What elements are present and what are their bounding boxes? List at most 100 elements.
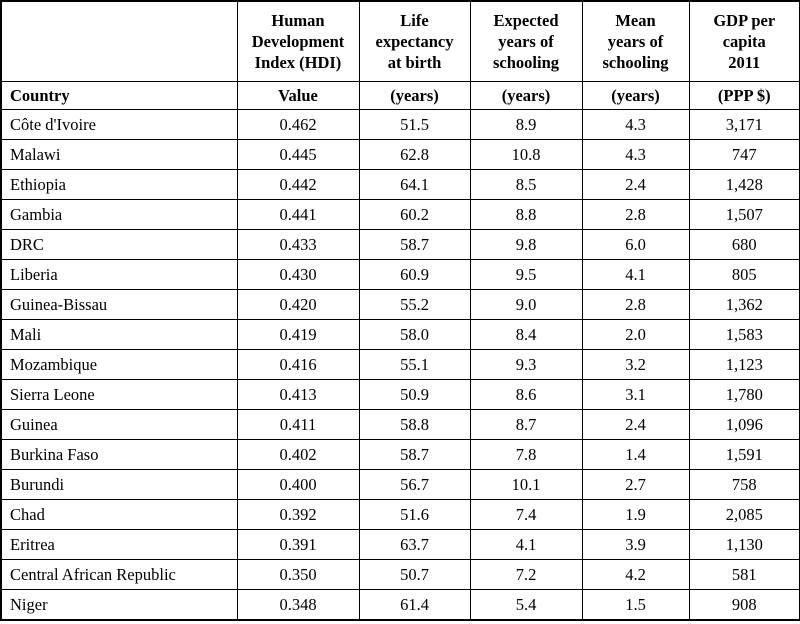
country-cell: Mozambique	[0, 349, 238, 380]
table-row: Sierra Leone 0.413 50.9 8.6 3.1 1,780	[0, 379, 800, 410]
mean-schooling-cell: 6.0	[581, 229, 690, 260]
gdp-cell: 908	[688, 589, 800, 621]
expected-schooling-cell: 8.8	[469, 199, 583, 230]
life-expectancy-cell: 56.7	[358, 469, 471, 500]
header-line: Index (HDI)	[254, 53, 342, 72]
life-expectancy-cell: 51.6	[358, 499, 471, 530]
expected-schooling-cell: 10.1	[469, 469, 583, 500]
ppp-unit: (PPP $)	[688, 81, 800, 110]
hdi-value-cell: 0.430	[236, 259, 360, 290]
mean-schooling-cell: 4.3	[581, 139, 690, 170]
life-expectancy-cell: 58.8	[358, 409, 471, 440]
table-row: Côte d'Ivoire 0.462 51.5 8.9 4.3 3,171	[0, 109, 800, 140]
life-expectancy-cell: 62.8	[358, 139, 471, 170]
country-cell: Burundi	[0, 469, 238, 500]
expected-schooling-cell: 8.4	[469, 319, 583, 350]
header-line: years of	[607, 32, 664, 51]
life-expectancy-cell: 64.1	[358, 169, 471, 200]
country-cell: Sierra Leone	[0, 379, 238, 410]
table-row: Guinea-Bissau 0.420 55.2 9.0 2.8 1,362	[0, 289, 800, 320]
table-header: Human Development Index (HDI) Life expectanc…	[0, 0, 800, 110]
mean-schooling-cell: 4.2	[581, 559, 690, 590]
gdp-cell: 1,583	[688, 319, 800, 350]
table-body: Côte d'Ivoire 0.462 51.5 8.9 4.3 3,171 Malawi 0…	[0, 109, 800, 621]
hdi-col-header: Human Development Index (HDI)	[236, 0, 360, 82]
life-expectancy-cell: 50.7	[358, 559, 471, 590]
hdi-value-cell: 0.445	[236, 139, 360, 170]
life-expectancy-cell: 51.5	[358, 109, 471, 140]
hdi-value-cell: 0.402	[236, 439, 360, 470]
life-expectancy-cell: 58.0	[358, 319, 471, 350]
expected-schooling-cell: 7.2	[469, 559, 583, 590]
table-row: Malawi 0.445 62.8 10.8 4.3 747	[0, 139, 800, 170]
hdi-value-cell: 0.416	[236, 349, 360, 380]
gdp-cell: 1,123	[688, 349, 800, 380]
country-cell: Gambia	[0, 199, 238, 230]
mean-schooling-cell: 1.5	[581, 589, 690, 621]
header-line: capita	[722, 32, 766, 51]
hdi-value-cell: 0.391	[236, 529, 360, 560]
gdp-cell: 1,130	[688, 529, 800, 560]
mean-schooling-cell: 3.9	[581, 529, 690, 560]
gdp-cell: 3,171	[688, 109, 800, 140]
mean-schooling-cell: 2.8	[581, 199, 690, 230]
country-cell: Chad	[0, 499, 238, 530]
header-line: Life	[400, 11, 429, 30]
gdp-cell: 1,780	[688, 379, 800, 410]
mean-schooling-col-header: Mean years of schooling	[581, 0, 690, 82]
mean-schooling-cell: 3.1	[581, 379, 690, 410]
expected-schooling-cell: 8.9	[469, 109, 583, 140]
country-cell: Côte d'Ivoire	[0, 109, 238, 140]
header-line: 2011	[728, 53, 761, 72]
header-row: Human Development Index (HDI) Life expectanc…	[0, 0, 800, 82]
gdp-cell: 805	[688, 259, 800, 290]
country-cell: Guinea	[0, 409, 238, 440]
header-line: Expected	[493, 11, 559, 30]
gdp-cell: 747	[688, 139, 800, 170]
hdi-value-cell: 0.441	[236, 199, 360, 230]
table-row: Mali 0.419 58.0 8.4 2.0 1,583	[0, 319, 800, 350]
value-unit: Value	[236, 81, 360, 110]
table-row: Liberia 0.430 60.9 9.5 4.1 805	[0, 259, 800, 290]
expected-schooling-cell: 4.1	[469, 529, 583, 560]
life-expectancy-cell: 50.9	[358, 379, 471, 410]
mean-schooling-cell: 3.2	[581, 349, 690, 380]
table-row: Burundi 0.400 56.7 10.1 2.7 758	[0, 469, 800, 500]
country-cell: Ethiopia	[0, 169, 238, 200]
mean-schooling-cell: 2.8	[581, 289, 690, 320]
life-expectancy-cell: 58.7	[358, 229, 471, 260]
table-row: Burkina Faso 0.402 58.7 7.8 1.4 1,591	[0, 439, 800, 470]
country-cell: Mali	[0, 319, 238, 350]
table-row: DRC 0.433 58.7 9.8 6.0 680	[0, 229, 800, 260]
hdi-value-cell: 0.348	[236, 589, 360, 621]
hdi-value-cell: 0.433	[236, 229, 360, 260]
header-line: schooling	[602, 53, 669, 72]
country-cell: Guinea-Bissau	[0, 289, 238, 320]
country-cell: Niger	[0, 589, 238, 621]
hdi-value-cell: 0.411	[236, 409, 360, 440]
table-row: Guinea 0.411 58.8 8.7 2.4 1,096	[0, 409, 800, 440]
years-unit: (years)	[581, 81, 690, 110]
hdi-value-cell: 0.392	[236, 499, 360, 530]
header-line: at birth	[387, 53, 442, 72]
header-line: schooling	[492, 53, 560, 72]
mean-schooling-cell: 4.1	[581, 259, 690, 290]
mean-schooling-cell: 1.4	[581, 439, 690, 470]
expected-schooling-cell: 7.8	[469, 439, 583, 470]
gdp-cell: 2,085	[688, 499, 800, 530]
gdp-cell: 1,591	[688, 439, 800, 470]
life-expectancy-col-header: Life expectancy at birth	[358, 0, 471, 82]
hdi-value-cell: 0.462	[236, 109, 360, 140]
hdi-value-cell: 0.400	[236, 469, 360, 500]
gdp-cell: 1,428	[688, 169, 800, 200]
hdi-value-cell: 0.419	[236, 319, 360, 350]
mean-schooling-cell: 4.3	[581, 109, 690, 140]
expected-schooling-cell: 5.4	[469, 589, 583, 621]
header-line: years of	[498, 32, 554, 51]
expected-schooling-cell: 10.8	[469, 139, 583, 170]
country-cell: Burkina Faso	[0, 439, 238, 470]
years-unit: (years)	[358, 81, 471, 110]
expected-schooling-cell: 7.4	[469, 499, 583, 530]
gdp-cell: 581	[688, 559, 800, 590]
